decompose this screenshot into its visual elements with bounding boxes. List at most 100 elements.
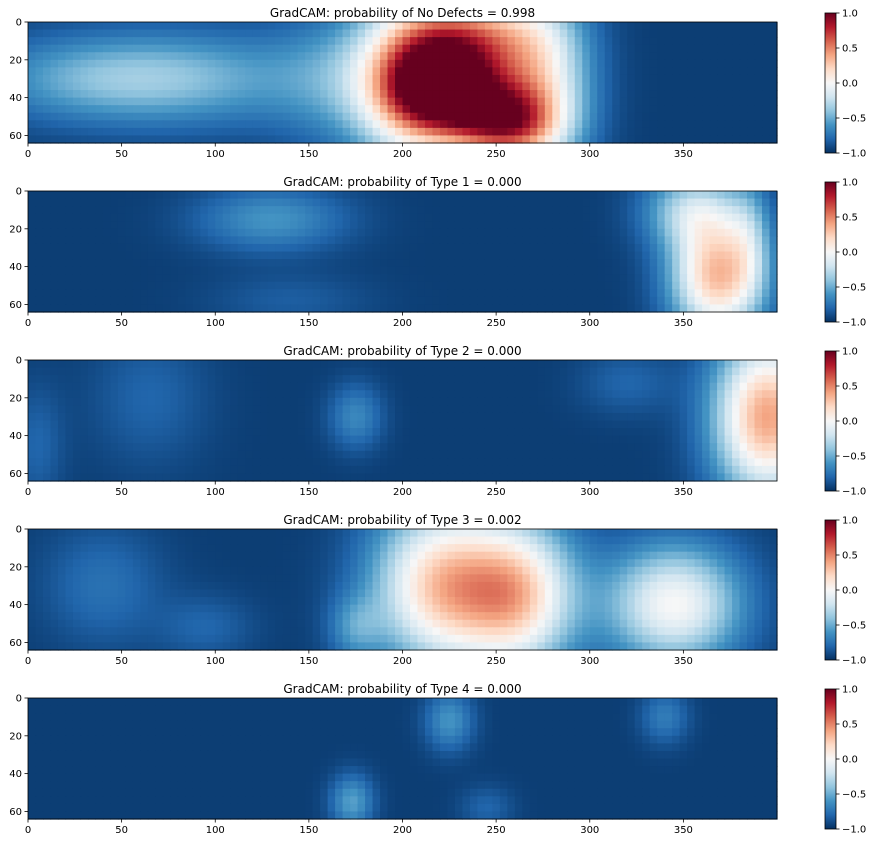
- heatmap-cell: [529, 44, 538, 53]
- heatmap-cell: [65, 82, 74, 91]
- heatmap-cell: [237, 450, 246, 459]
- heatmap-cell: [237, 360, 246, 369]
- heatmap-cell: [350, 473, 359, 482]
- heatmap-cell: [87, 127, 97, 137]
- heatmap-cell: [747, 191, 756, 200]
- heatmap-cell: [709, 22, 718, 31]
- heatmap-cell: [769, 405, 778, 414]
- heatmap-cell: [447, 67, 456, 76]
- heatmap-cell: [604, 127, 613, 137]
- heatmap-cell: [342, 251, 351, 260]
- heatmap-cell: [409, 405, 419, 414]
- heatmap-cell: [357, 97, 366, 106]
- heatmap-cell: [559, 465, 568, 475]
- heatmap-cell: [454, 90, 464, 99]
- heatmap-cell: [612, 243, 621, 253]
- heatmap-cell: [604, 458, 613, 467]
- heatmap-cell: [275, 206, 284, 215]
- heatmap-cell: [95, 450, 104, 459]
- heatmap-cell: [559, 29, 568, 38]
- heatmap-cell: [409, 412, 419, 422]
- heatmap-cell: [529, 375, 538, 384]
- heatmap-cell: [657, 281, 666, 290]
- heatmap-cell: [702, 367, 711, 376]
- heatmap-cell: [604, 74, 613, 84]
- heatmap-cell: [297, 397, 306, 406]
- heatmap-cell: [155, 465, 164, 475]
- heatmap-cell: [380, 112, 389, 121]
- heatmap-cell: [102, 443, 111, 452]
- heatmap-cell: [732, 274, 741, 283]
- heatmap-cell: [387, 127, 396, 137]
- heatmap-cell: [537, 259, 546, 268]
- heatmap-cell: [28, 191, 37, 200]
- heatmap-cell: [507, 97, 516, 106]
- heatmap-cell: [162, 251, 171, 260]
- heatmap-cell: [612, 360, 621, 369]
- heatmap-cell: [395, 266, 404, 275]
- heatmap-cell: [702, 52, 711, 61]
- heatmap-cell: [522, 390, 531, 399]
- heatmap-cell: [574, 221, 583, 230]
- heatmap-cell: [237, 127, 246, 137]
- heatmap-cell: [140, 412, 149, 422]
- heatmap-cell: [507, 443, 516, 452]
- heatmap-cell: [582, 259, 591, 268]
- heatmap-cell: [185, 304, 194, 313]
- heatmap-cell: [155, 112, 164, 121]
- heatmap-cell: [529, 29, 538, 38]
- heatmap-cell: [409, 29, 419, 38]
- heatmap-cell: [140, 228, 149, 237]
- heatmap-cell: [454, 412, 464, 422]
- heatmap-cell: [275, 274, 284, 283]
- heatmap-cell: [529, 428, 538, 437]
- heatmap-cell: [260, 266, 269, 275]
- heatmap-cell: [282, 213, 291, 222]
- heatmap-cell: [679, 191, 688, 200]
- heatmap-cell: [335, 473, 344, 482]
- heatmap-cell: [732, 22, 741, 31]
- heatmap-cell: [567, 74, 576, 84]
- heatmap-cell: [477, 529, 486, 538]
- heatmap-cell: [147, 266, 156, 275]
- heatmap-cell: [619, 112, 628, 121]
- heatmap-cell: [342, 105, 351, 114]
- heatmap-cell: [28, 281, 37, 290]
- heatmap-cell: [657, 135, 666, 144]
- heatmap-cell: [395, 289, 404, 298]
- heatmap-cell: [484, 120, 493, 129]
- heatmap-cell: [87, 74, 97, 84]
- heatmap-cell: [454, 236, 464, 245]
- heatmap-cell: [275, 428, 284, 437]
- heatmap-cell: [290, 274, 299, 283]
- heatmap-cell: [335, 360, 344, 369]
- heatmap-cell: [432, 450, 441, 459]
- heatmap-cell: [604, 428, 613, 437]
- heatmap-cell: [252, 251, 261, 260]
- heatmap-cell: [320, 37, 329, 46]
- heatmap-cell: [192, 390, 201, 399]
- heatmap-cell: [320, 367, 329, 376]
- heatmap-cell: [417, 22, 426, 31]
- heatmap-cell: [717, 44, 726, 53]
- heatmap-cell: [305, 450, 314, 459]
- heatmap-cell: [717, 465, 726, 475]
- heatmap-cell: [522, 67, 531, 76]
- heatmap-cell: [492, 37, 501, 46]
- heatmap-cell: [754, 44, 763, 53]
- heatmap-cell: [649, 112, 658, 121]
- heatmap-cell: [717, 22, 726, 31]
- heatmap-cell: [305, 281, 314, 290]
- heatmap-cell: [177, 127, 186, 137]
- heatmap-cell: [417, 44, 426, 53]
- heatmap-cell: [492, 274, 501, 283]
- heatmap-cell: [597, 221, 606, 230]
- heatmap-cell: [342, 97, 351, 106]
- heatmap-cell: [207, 412, 216, 422]
- heatmap-cell: [747, 259, 756, 268]
- heatmap-cell: [222, 59, 231, 68]
- heatmap-cell: [117, 382, 126, 391]
- heatmap-cell: [597, 206, 606, 215]
- heatmap-cell: [552, 435, 561, 444]
- heatmap-cell: [252, 443, 261, 452]
